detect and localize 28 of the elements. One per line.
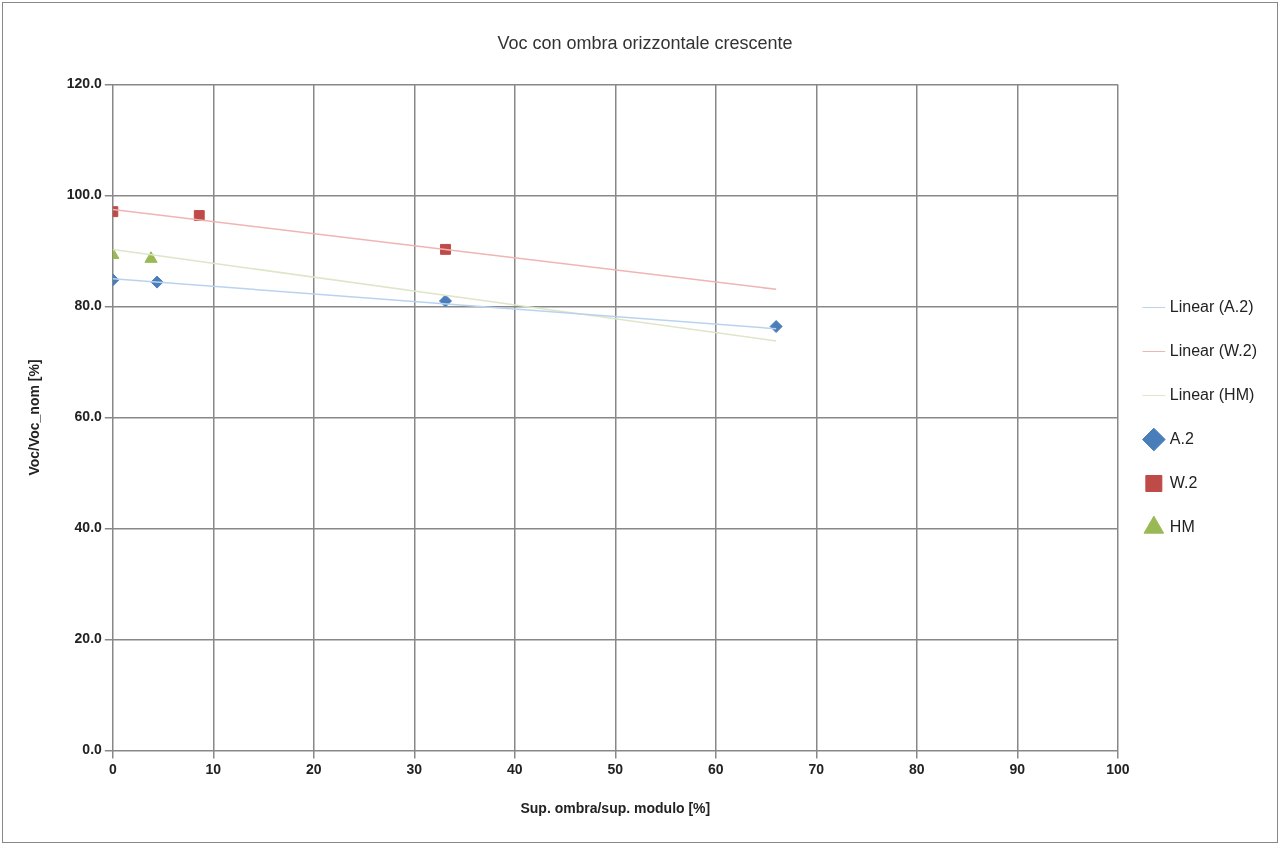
legend-label: Linear (W.2) <box>1169 341 1257 359</box>
x-tick-label: 60 <box>708 760 724 777</box>
y-tick-label: 80.0 <box>74 297 103 314</box>
x-tick-label: 100 <box>1106 760 1130 777</box>
legend-label: Linear (A.2) <box>1169 297 1254 315</box>
y-tick-label: 40.0 <box>74 519 103 536</box>
legend-label: HM <box>1169 517 1195 535</box>
legend-label: W.2 <box>1169 473 1198 491</box>
x-tick-label: 80 <box>909 760 925 777</box>
x-tick-label: 0 <box>108 760 117 777</box>
x-tick-label: 30 <box>406 760 423 777</box>
chart-title: Voc con ombra orizzontale crescente <box>497 32 793 53</box>
x-tick-label: 90 <box>1009 760 1026 777</box>
point <box>769 320 783 334</box>
x-tick-label: 10 <box>205 760 222 777</box>
x-axis-title: Sup. ombra/sup. modulo [%] <box>520 800 711 817</box>
y-tick-label: 20.0 <box>74 630 103 647</box>
legend-label: Linear (HM) <box>1169 385 1255 403</box>
y-tick-label: 60.0 <box>74 408 103 425</box>
x-tick-label: 20 <box>306 760 322 777</box>
x-tick-label: 70 <box>808 760 825 777</box>
y-axis-title: Voc/Voc_nom [%] <box>26 359 43 476</box>
x-tick-label: 50 <box>607 760 624 777</box>
y-tick-label: 120.0 <box>66 75 103 92</box>
y-tick-label: 100.0 <box>66 186 103 203</box>
x-tick-label: 40 <box>507 760 523 777</box>
y-tick-label: 0.0 <box>82 741 103 758</box>
legend-label: A.2 <box>1169 429 1194 447</box>
